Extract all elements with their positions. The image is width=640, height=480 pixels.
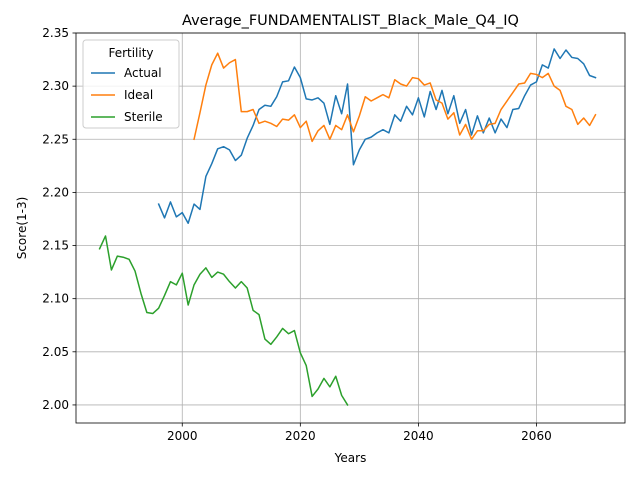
series-lines — [98, 48, 597, 406]
y-tick-label: 2.10 — [42, 292, 69, 306]
x-tick-label: 2000 — [167, 429, 198, 443]
y-tick-label: 2.20 — [42, 185, 69, 199]
axis-ticks: 2000 2020 2040 2060 2.00 2.05 2.10 2.15 2.20 2.25… — [42, 26, 551, 443]
y-tick-label: 2.35 — [42, 26, 69, 40]
x-tick-label: 2020 — [285, 429, 316, 443]
legend-title: Fertility — [108, 46, 153, 60]
series-line-ideal — [193, 52, 597, 143]
y-tick-label: 2.05 — [42, 345, 69, 359]
x-axis-label: Years — [334, 451, 367, 465]
legend-label-sterile: Sterile — [124, 110, 163, 124]
plot-frame — [75, 32, 626, 424]
series-line-sterile — [98, 235, 349, 406]
y-tick-label: 2.00 — [42, 398, 69, 412]
legend-box — [82, 39, 180, 129]
y-tick-label: 2.25 — [42, 132, 69, 146]
legend-label-ideal: Ideal — [124, 88, 153, 102]
y-axis-label: Score(1-3) — [15, 197, 29, 260]
legend-label-actual: Actual — [124, 66, 162, 80]
x-tick-label: 2060 — [521, 429, 552, 443]
legend: Fertility Actual Ideal Sterile — [82, 39, 180, 129]
y-tick-label: 2.30 — [42, 79, 69, 93]
chart-title: Average_FUNDAMENTALIST_Black_Male_Q4_IQ — [182, 13, 519, 29]
x-tick-label: 2040 — [403, 429, 434, 443]
y-tick-label: 2.15 — [42, 239, 69, 253]
series-line-actual — [157, 48, 597, 224]
